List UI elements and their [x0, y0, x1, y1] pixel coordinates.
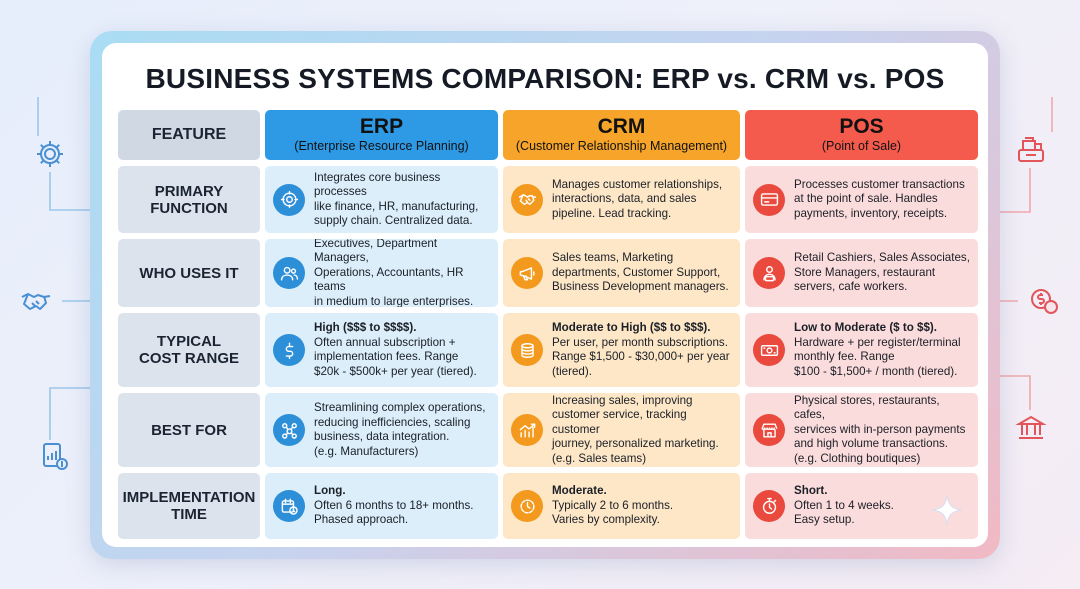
header-erp: ERP (Enterprise Resource Planning)	[265, 110, 498, 160]
pos-cell-description: Processes customer transactions at the p…	[794, 177, 965, 220]
erp-cell-text: Streamlining complex operations, reducin…	[314, 401, 485, 459]
coins-icon	[511, 334, 543, 366]
pos-cell-description: Often 1 to 4 weeks. Easy setup.	[794, 498, 894, 527]
crm-cell-text: Manages customer relationships, interact…	[552, 178, 722, 222]
comparison-panel: BUSINESS SYSTEMS COMPARISON: ERP vs. CRM…	[102, 43, 988, 547]
header-erp-name: ERP	[359, 115, 404, 138]
stopwatch-icon	[753, 490, 785, 522]
erp-cell: Long. Often 6 months to 18+ months. Phase…	[265, 473, 498, 539]
pos-cell-description: Hardware + per register/terminal monthly…	[794, 335, 961, 378]
gear-icon	[32, 136, 68, 172]
page-title: BUSINESS SYSTEMS COMPARISON: ERP vs. CRM…	[145, 63, 945, 94]
crm-cell-description: Sales teams, Marketing departments, Cust…	[552, 251, 729, 294]
pos-cell-lead: Low to Moderate ($ to $$).	[794, 321, 937, 334]
feature-label: WHO USES IT	[118, 239, 260, 307]
progress-clock-icon	[511, 490, 543, 522]
pos-cell: Low to Moderate ($ to $$). Hardware + per…	[745, 313, 978, 387]
cash-bill-icon	[753, 334, 785, 366]
crm-cell-text: Moderate. Typically 2 to 6 months. Varies…	[552, 484, 673, 528]
crm-cell: Increasing sales, improving customer ser…	[503, 393, 740, 467]
feature-label: BEST FOR	[118, 393, 260, 467]
network-gear-icon	[273, 183, 305, 216]
feature-label: PRIMARY FUNCTION	[118, 166, 260, 233]
header-pos: POS (Point of Sale)	[745, 110, 978, 160]
erp-cell-description: Often 6 months to 18+ months. Phased app…	[314, 498, 474, 527]
crm-cell-description: Typically 2 to 6 months. Varies by compl…	[552, 498, 674, 527]
erp-cell-text: Executives, Department Managers, Operati…	[314, 239, 490, 307]
erp-cell-description: Executives, Department Managers, Operati…	[314, 239, 474, 307]
storefront-icon	[753, 414, 785, 446]
header-crm-full: (Customer Relationship Management)	[515, 139, 728, 153]
calendar-clock-icon	[273, 490, 305, 522]
erp-cell: Integrates core business processes like …	[265, 166, 498, 233]
crm-cell-text: Moderate to High ($$ to $$$). Per user, p…	[552, 321, 730, 379]
crm-cell-description: Per user, per month subscriptions. Range…	[552, 335, 730, 378]
header-crm-name: CRM	[597, 115, 646, 138]
erp-cell-description: Integrates core business processes like …	[314, 170, 479, 228]
erp-cell-description: Often annual subscription + implementati…	[314, 335, 477, 378]
cash-register-icon	[1013, 132, 1049, 168]
crm-cell-description: Manages customer relationships, interact…	[552, 177, 723, 220]
pos-cell: Physical stores, restaurants, cafes, ser…	[745, 393, 978, 467]
pos-cell: Retail Cashiers, Sales Associates, Store…	[745, 239, 978, 307]
crm-cell-text: Increasing sales, improving customer ser…	[552, 394, 732, 467]
cashier-icon	[753, 257, 785, 289]
bank-icon	[1013, 410, 1049, 446]
erp-cell-description: Streamlining complex operations, reducin…	[314, 401, 486, 458]
pos-cell-description: Physical stores, restaurants, cafes, ser…	[794, 393, 966, 465]
header-erp-full: (Enterprise Resource Planning)	[294, 139, 469, 153]
header-pos-name: POS	[839, 115, 884, 138]
erp-cell: High ($$$ to $$$$). Often annual subscrip…	[265, 313, 498, 387]
crm-cell-lead: Moderate to High ($$ to $$$).	[552, 321, 711, 334]
currency-coins-icon	[1026, 283, 1062, 319]
pos-cell: Processes customer transactions at the p…	[745, 166, 978, 233]
pos-cell-description: Retail Cashiers, Sales Associates, Store…	[794, 251, 970, 294]
pos-cell-text: Short. Often 1 to 4 weeks. Easy setup.	[794, 484, 894, 528]
crm-cell-description: Increasing sales, improving customer ser…	[552, 393, 719, 465]
comparison-table: FEATURE ERP (Enterprise Resource Plannin…	[118, 110, 978, 539]
dollar-icon	[273, 334, 305, 366]
crm-cell: Manages customer relationships, interact…	[503, 166, 740, 233]
sparkle-icon	[931, 494, 963, 526]
crm-cell: Moderate. Typically 2 to 6 months. Varies…	[503, 473, 740, 539]
pos-cell-text: Processes customer transactions at the p…	[794, 178, 965, 222]
pos-cell-lead: Short.	[794, 484, 828, 498]
erp-cell: Executives, Department Managers, Operati…	[265, 239, 498, 307]
feature-label: TYPICAL COST RANGE	[118, 313, 260, 387]
crm-cell-lead: Moderate.	[552, 484, 607, 498]
process-nodes-icon	[273, 414, 305, 446]
header-feature: FEATURE	[118, 110, 260, 160]
erp-cell-text: High ($$$ to $$$$). Often annual subscrip…	[314, 321, 477, 379]
report-icon	[36, 438, 72, 474]
crm-cell: Moderate to High ($$ to $$$). Per user, p…	[503, 313, 740, 387]
header-crm: CRM (Customer Relationship Management)	[503, 110, 740, 160]
handshake-icon	[511, 183, 543, 216]
crm-cell: Sales teams, Marketing departments, Cust…	[503, 239, 740, 307]
pos-cell: Short. Often 1 to 4 weeks. Easy setup.	[745, 473, 978, 539]
header-pos-full: (Point of Sale)	[821, 139, 902, 153]
erp-cell-lead: High ($$$ to $$$$).	[314, 321, 417, 334]
handshake-icon	[18, 283, 54, 319]
pos-cell-text: Low to Moderate ($ to $$). Hardware + per…	[794, 321, 961, 379]
pos-cell-text: Retail Cashiers, Sales Associates, Store…	[794, 251, 970, 295]
erp-cell: Streamlining complex operations, reducin…	[265, 393, 498, 467]
growth-chart-icon	[511, 414, 543, 446]
credit-card-icon	[753, 183, 785, 216]
users-icon	[273, 257, 305, 289]
erp-cell-lead: Long.	[314, 484, 346, 498]
erp-cell-text: Long. Often 6 months to 18+ months. Phase…	[314, 484, 474, 528]
feature-label: IMPLEMENTATION TIME	[118, 473, 260, 539]
megaphone-icon	[511, 257, 543, 289]
comparison-frame: BUSINESS SYSTEMS COMPARISON: ERP vs. CRM…	[90, 31, 1000, 559]
erp-cell-text: Integrates core business processes like …	[314, 171, 490, 229]
pos-cell-text: Physical stores, restaurants, cafes, ser…	[794, 394, 970, 467]
crm-cell-text: Sales teams, Marketing departments, Cust…	[552, 251, 729, 295]
